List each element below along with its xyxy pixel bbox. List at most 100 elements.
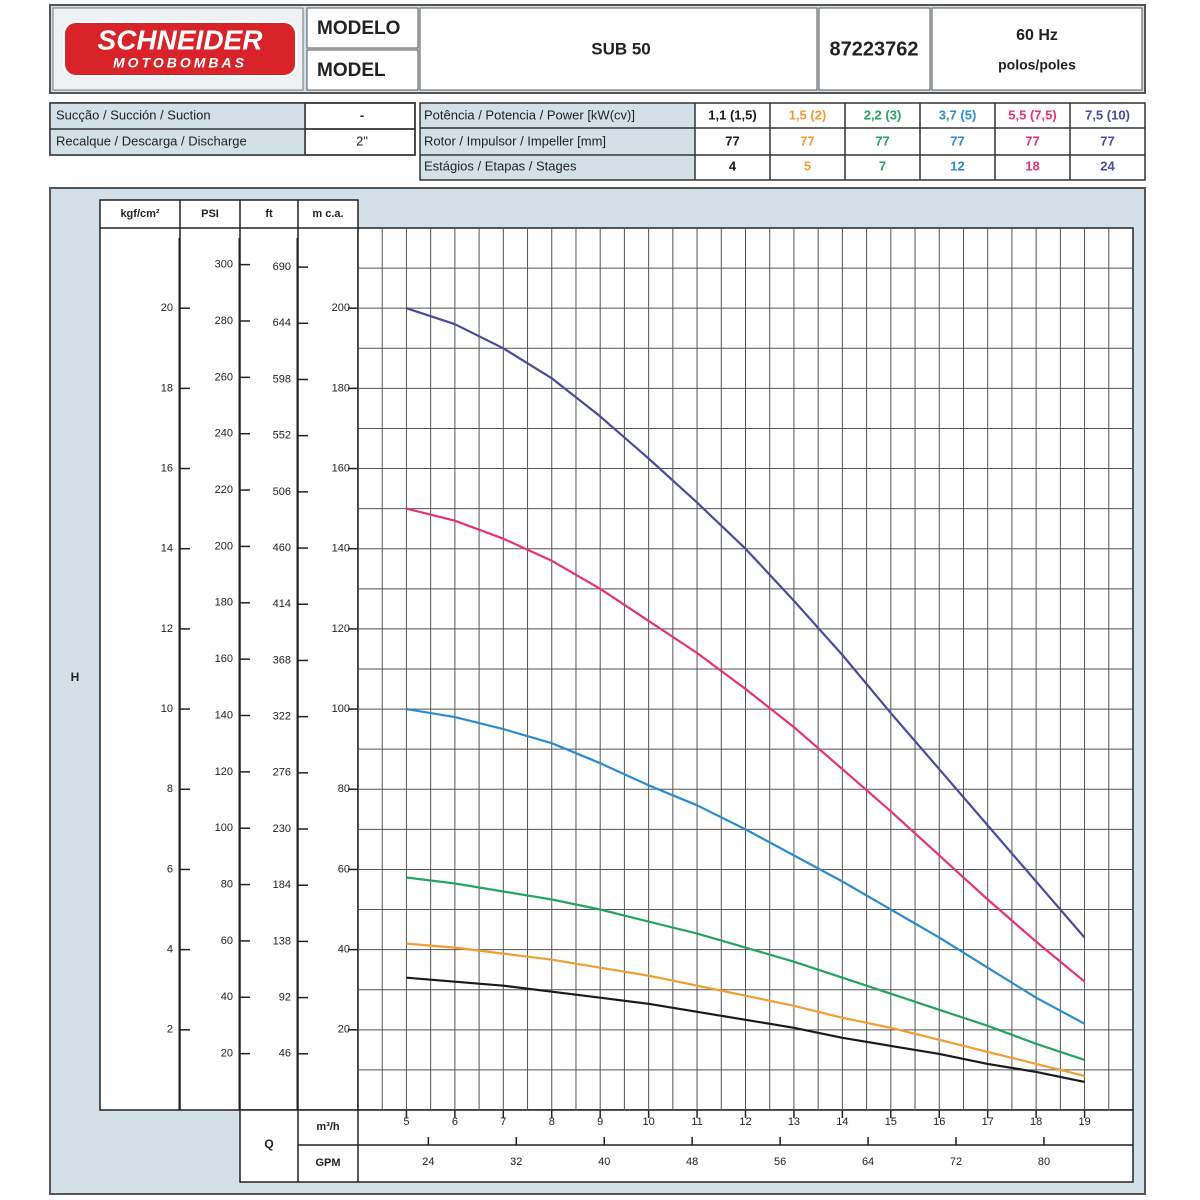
- spec-label: Recalque / Descarga / Discharge: [56, 133, 247, 148]
- x2-tick-label: 72: [950, 1156, 962, 1168]
- y-tick-label: 690: [273, 261, 291, 273]
- spec-stages: 12: [950, 158, 964, 173]
- spec-rotor: 77: [800, 133, 814, 148]
- x-tick-label: 17: [982, 1116, 994, 1128]
- y-tick-label: 100: [332, 703, 350, 715]
- y-tick-label: 18: [161, 382, 173, 394]
- y-tick-label: 4: [167, 944, 173, 956]
- spec-power: 2,2 (3): [864, 107, 902, 122]
- axis-unit: PSI: [201, 208, 219, 220]
- pump-curve: [406, 876, 1085, 1061]
- spec-power: 1,5 (2): [789, 107, 827, 122]
- y-tick-label: 80: [221, 878, 233, 890]
- x-tick-label: 6: [452, 1116, 458, 1128]
- x-axes-box: [239, 1109, 1134, 1183]
- y-tick-label: 100: [215, 822, 233, 834]
- x-tick-label: 11: [691, 1116, 702, 1128]
- y-tick-label: 20: [221, 1048, 233, 1060]
- y-tick-label: 20: [161, 302, 173, 314]
- model-label: MODELO: [317, 18, 400, 39]
- y-tick-label: 2: [167, 1024, 173, 1036]
- logo-brand: SCHNEIDER: [98, 24, 264, 55]
- x-tick-label: 13: [788, 1116, 800, 1128]
- y-tick-label: 460: [273, 542, 291, 554]
- y-tick-label: 140: [215, 709, 233, 721]
- y-tick-label: 46: [279, 1048, 291, 1060]
- x2-unit: GPM: [315, 1157, 340, 1169]
- spec-stages: 4: [729, 158, 737, 173]
- y-tick-label: 220: [215, 484, 233, 496]
- axis-unit: ft: [265, 208, 273, 220]
- axis-unit: m c.a.: [312, 208, 343, 220]
- y-tick-label: 240: [215, 428, 233, 440]
- y-tick-label: 180: [332, 382, 350, 394]
- poles: polos/poles: [998, 57, 1076, 73]
- model: SUB 50: [591, 39, 651, 58]
- cell: [818, 7, 931, 91]
- x2-tick-label: 24: [422, 1156, 434, 1168]
- logo-badge: [63, 21, 297, 77]
- y-tick-label: 200: [332, 302, 350, 314]
- x-tick-label: 9: [597, 1116, 603, 1128]
- pump-curve: [406, 976, 1085, 1083]
- cell: [931, 7, 1143, 91]
- spec-stages: 18: [1025, 158, 1039, 173]
- spec-stages: 24: [1100, 158, 1115, 173]
- specs-left: [49, 102, 416, 156]
- spec-label-bg: [420, 103, 695, 180]
- spec-label: Rotor / Impulsor / Impeller [mm]: [424, 133, 606, 148]
- x-tick-label: 7: [500, 1116, 506, 1128]
- y-tick-label: 200: [215, 540, 233, 552]
- code: 87223762: [830, 38, 919, 60]
- y-tick-label: 16: [161, 462, 173, 474]
- spec-rotor: 77: [1100, 133, 1114, 148]
- x-axis-label: Q: [264, 1137, 273, 1151]
- spec-rotor: 77: [950, 133, 964, 148]
- x2-tick-label: 40: [598, 1156, 610, 1168]
- y-tick-label: 552: [273, 430, 291, 442]
- pump-curve: [406, 942, 1085, 1077]
- y-tick-label: 184: [273, 879, 291, 891]
- y-tick-label: 20: [338, 1024, 350, 1036]
- y-tick-label: 120: [215, 766, 233, 778]
- x2-tick-label: 56: [774, 1156, 786, 1168]
- pump-curve: [406, 307, 1086, 939]
- x-tick-label: 12: [739, 1116, 751, 1128]
- y-tick-label: 506: [273, 486, 291, 498]
- x-unit: m³/h: [316, 1121, 340, 1133]
- y-tick-label: 598: [273, 373, 291, 385]
- y-tick-label: 276: [273, 767, 291, 779]
- x-tick-label: 14: [836, 1116, 848, 1128]
- spec-stages: 7: [879, 158, 886, 173]
- x-tick-label: 19: [1078, 1116, 1090, 1128]
- y-tick-label: 160: [215, 653, 233, 665]
- y-tick-label: 60: [221, 935, 233, 947]
- axis-dividers: [100, 200, 1133, 1182]
- spec-label: Sucção / Succión / Suction: [56, 107, 211, 122]
- y-axis-label: H: [71, 670, 80, 684]
- x-tick-label: 10: [643, 1116, 655, 1128]
- y-tick-label: 160: [332, 462, 350, 474]
- spec-label: Estágios / Etapas / Stages: [424, 158, 577, 173]
- spec-power: 3,7 (5): [939, 107, 977, 122]
- model-label: MODEL: [317, 60, 386, 81]
- x-tick-label: 16: [933, 1116, 945, 1128]
- y-tick-label: 180: [215, 597, 233, 609]
- y-tick-label: 6: [167, 863, 173, 875]
- y-tick-label: 280: [215, 315, 233, 327]
- cell: [306, 7, 419, 49]
- y-tick-label: 260: [215, 371, 233, 383]
- spec-rotor: 77: [1025, 133, 1039, 148]
- y-tick-label: 60: [338, 863, 350, 875]
- y-tick-label: 322: [273, 711, 291, 723]
- y-tick-label: 230: [273, 823, 291, 835]
- y-tick-label: 140: [332, 543, 350, 555]
- y-tick-label: 10: [161, 703, 173, 715]
- x2-tick-label: 80: [1038, 1156, 1050, 1168]
- x-tick-label: 8: [549, 1116, 555, 1128]
- spec-stages: 5: [804, 158, 811, 173]
- spec-power: 1,1 (1,5): [708, 107, 756, 122]
- y-tick-label: 368: [273, 654, 291, 666]
- frequency: 60 Hz: [1016, 27, 1058, 44]
